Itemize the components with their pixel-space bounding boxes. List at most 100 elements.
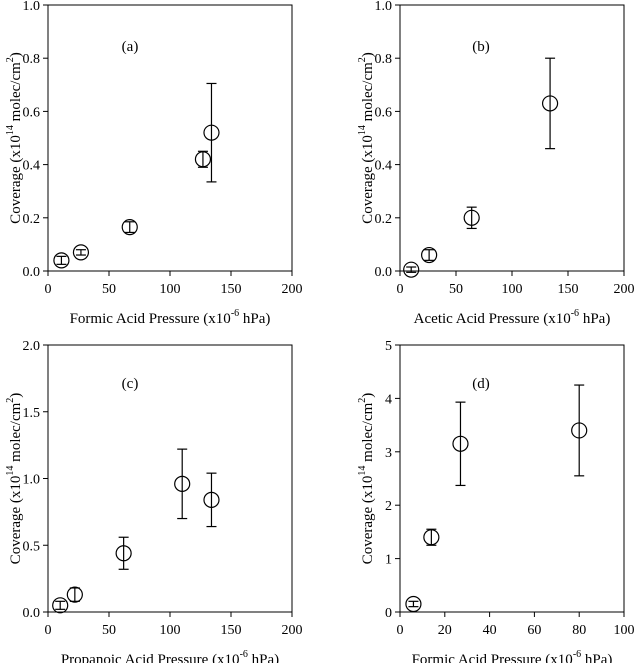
plot-frame <box>47 344 293 613</box>
panel-label: (a) <box>122 39 139 55</box>
x-axis-label-main: Acetic Acid Pressure (x10 <box>414 311 571 327</box>
y-axis-label: Coverage (x1014 molec/cm2) <box>357 393 376 565</box>
y-axis-label-unit-exponent: 2 <box>357 398 368 403</box>
y-axis-label-close: ) <box>8 52 24 57</box>
y-axis-label: Coverage (x1014 molec/cm2) <box>357 52 376 224</box>
y-tick-label: 5 <box>385 339 392 354</box>
x-axis-label-main: Propanoic Acid Pressure (x10 <box>61 652 240 663</box>
y-axis-label-unit: molec/cm <box>360 402 376 465</box>
y-tick-label: 3 <box>385 446 392 461</box>
x-tick-label: 100 <box>614 623 635 638</box>
panel-label: (d) <box>472 376 490 392</box>
y-axis-label-unit-exponent: 2 <box>5 57 16 62</box>
data-point-marker <box>403 261 420 278</box>
y-tick-label: 1.0 <box>375 0 393 14</box>
y-tick-label: 2.0 <box>23 339 41 354</box>
y-axis-label-exponent: 14 <box>357 125 368 135</box>
y-tick-label: 0.4 <box>375 159 393 174</box>
y-tick-label: 0.0 <box>23 606 41 621</box>
x-axis-label-unit: hPa) <box>579 311 610 327</box>
x-axis-label: Acetic Acid Pressure (x10-6 hPa) <box>414 308 611 327</box>
x-axis-label-main: Formic Acid Pressure (x10 <box>70 311 231 327</box>
x-tick-label: 20 <box>438 623 452 638</box>
data-point-marker <box>115 545 132 562</box>
data-point-marker <box>421 246 438 264</box>
data-point-marker <box>203 491 220 508</box>
y-tick-label: 0 <box>385 606 392 621</box>
x-tick-label: 50 <box>449 282 463 297</box>
x-axis-label-exponent: -6 <box>231 308 239 319</box>
data-point-marker <box>194 151 212 168</box>
y-tick-label: 1 <box>385 553 392 568</box>
panel-label: (b) <box>472 39 490 55</box>
x-tick-label: 60 <box>527 623 541 638</box>
chart-panel-a: 0.0 0.2 0.4 0.6 0.8 1.0 0 50 100 150 200 (a) Formic … <box>5 0 303 327</box>
y-axis-label-unit: molec/cm <box>360 62 376 125</box>
x-axis-label-exponent: -6 <box>240 649 248 660</box>
plot-frame <box>47 4 293 272</box>
y-tick-label: 2 <box>385 499 392 514</box>
data-point-marker <box>52 597 69 614</box>
data-point-marker <box>121 219 138 236</box>
y-tick-label: 0.6 <box>375 105 393 120</box>
data-point-marker <box>423 529 440 546</box>
x-tick-label: 100 <box>160 282 181 297</box>
x-tick-label: 0 <box>45 282 52 297</box>
y-tick-label: 0.4 <box>23 159 41 174</box>
chart-panel-c: 0.0 0.5 1.0 1.5 2.0 0 50 100 150 200 (c) Propanoic … <box>5 339 303 663</box>
y-tick-label: 0.6 <box>23 105 41 120</box>
y-tick-label: 4 <box>385 392 392 407</box>
panel-label: (c) <box>122 376 139 392</box>
plot-frame <box>399 344 625 613</box>
x-tick-label: 100 <box>502 282 523 297</box>
x-tick-label: 0 <box>397 282 404 297</box>
x-tick-label: 200 <box>282 282 303 297</box>
data-point-marker <box>174 475 191 492</box>
y-axis-label-close: ) <box>360 52 376 57</box>
y-axis-label-main: Coverage (x10 <box>360 476 376 565</box>
y-tick-label: 0.0 <box>23 265 41 280</box>
x-tick-label: 150 <box>221 623 242 638</box>
x-tick-label: 200 <box>614 282 635 297</box>
y-axis-label: Coverage (x1014 molec/cm2) <box>5 52 24 224</box>
data-point-marker <box>203 124 220 141</box>
y-axis-label-main: Coverage (x10 <box>8 135 24 224</box>
y-axis-label-close: ) <box>8 393 24 398</box>
y-axis-label-exponent: 14 <box>357 466 368 476</box>
x-axis-label-unit: hPa) <box>581 652 612 663</box>
y-axis-label-exponent: 14 <box>5 125 16 135</box>
y-axis-label-unit-exponent: 2 <box>5 398 16 403</box>
data-point-marker <box>405 595 422 613</box>
y-tick-label: 0.5 <box>23 539 41 554</box>
x-tick-label: 50 <box>102 282 116 297</box>
x-axis-label: Formic Acid Pressure (x10-6 hPa) <box>70 308 271 327</box>
y-axis-label-main: Coverage (x10 <box>360 135 376 224</box>
x-axis-label-unit: hPa) <box>239 311 270 327</box>
data-point-marker <box>463 209 480 226</box>
y-axis-label-close: ) <box>360 393 376 398</box>
x-axis-label: Formic Acid Pressure (x10-6 hPa) <box>412 649 613 663</box>
x-axis-label: Propanoic Acid Pressure (x10-6 hPa) <box>61 649 279 663</box>
x-axis-label-unit: hPa) <box>248 652 279 663</box>
x-axis-label-exponent: -6 <box>571 308 579 319</box>
data-point-marker <box>452 435 469 452</box>
x-tick-label: 80 <box>572 623 586 638</box>
y-axis-label-unit-exponent: 2 <box>357 57 368 62</box>
x-tick-label: 100 <box>160 623 181 638</box>
y-axis-label-exponent: 14 <box>5 466 16 476</box>
chart-panel-d: 0 1 2 3 4 5 0 20 40 60 80 100 (d) Formic Acid Pressur… <box>357 339 635 663</box>
data-point-marker <box>541 95 559 112</box>
x-tick-label: 0 <box>45 623 52 638</box>
y-tick-label: 1.0 <box>23 0 41 14</box>
y-tick-label: 0.2 <box>375 212 393 227</box>
data-point-marker <box>571 422 588 439</box>
y-tick-label: 0.0 <box>375 265 393 280</box>
x-tick-label: 150 <box>558 282 579 297</box>
y-tick-label: 0.8 <box>23 52 41 67</box>
x-tick-label: 200 <box>282 623 303 638</box>
x-tick-label: 0 <box>397 623 404 638</box>
y-axis-label-unit: molec/cm <box>8 402 24 465</box>
y-axis-label-main: Coverage (x10 <box>8 476 24 565</box>
y-tick-label: 0.8 <box>375 52 393 67</box>
